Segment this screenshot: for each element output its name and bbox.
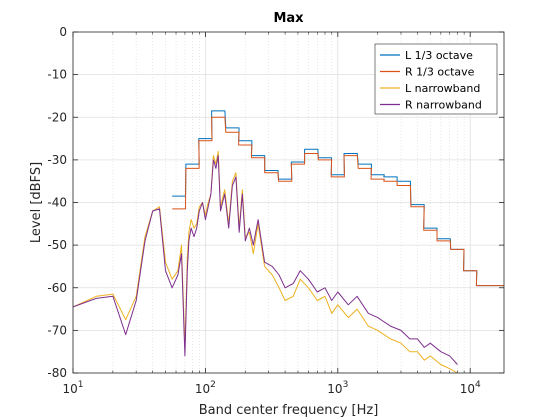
chart-title: Max xyxy=(273,11,304,26)
series-layer xyxy=(73,110,504,373)
y-tick-label: -20 xyxy=(47,110,67,124)
tick-labels: 101 102 103 104 0 -10 -20 -30 -40 -50 -60 -70 -80 xyxy=(47,25,481,396)
x-tick-label: 102 xyxy=(195,380,216,396)
legend-entry: L narrowband xyxy=(405,82,480,95)
y-tick-label: -70 xyxy=(47,323,67,337)
y-tick-label: -80 xyxy=(47,366,67,380)
x-tick-label: 101 xyxy=(62,380,83,396)
ticks xyxy=(72,31,504,374)
legend-entry: R 1/3 octave xyxy=(405,66,475,79)
legend-box xyxy=(374,43,498,115)
x-axis-label: Band center frequency [Hz] xyxy=(199,403,379,418)
series-line-r-narrowband xyxy=(73,155,458,365)
x-tick-label: 104 xyxy=(460,380,481,396)
legend: L 1/3 octave R 1/3 octave L narrowband R na… xyxy=(374,43,498,115)
y-tick-label: -10 xyxy=(47,68,67,82)
series-line-r-1-3-octave xyxy=(172,116,504,287)
series-line-l-1-3-octave xyxy=(172,110,504,287)
y-tick-label: -30 xyxy=(47,153,67,167)
y-tick-label: 0 xyxy=(59,25,67,39)
series-line-l-narrowband xyxy=(73,150,458,373)
grid xyxy=(72,32,504,373)
y-tick-label: -60 xyxy=(47,281,67,295)
x-tick-label: 103 xyxy=(327,380,348,396)
y-tick-label: -50 xyxy=(47,238,67,252)
y-axis-label: Level [dBFS] xyxy=(29,162,44,243)
legend-entry: L 1/3 octave xyxy=(405,49,473,62)
legend-entry: R narrowband xyxy=(405,99,482,112)
y-tick-label: -40 xyxy=(47,196,67,210)
